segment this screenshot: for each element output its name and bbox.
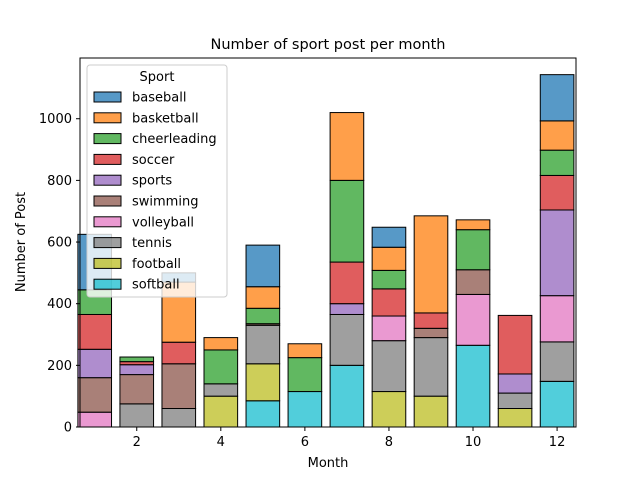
bar-tennis-month-9	[413, 337, 449, 397]
legend-label-sports: sports	[132, 174, 172, 189]
bar-cheerleading-month-12	[539, 149, 575, 176]
bar-tennis-month-4	[203, 383, 239, 397]
bar-sports-month-1	[77, 348, 113, 379]
legend-swatch-tennis	[93, 237, 122, 249]
bar-softball-month-7	[329, 364, 365, 428]
y-tick-label: 600	[47, 236, 72, 251]
bar-sports-month-12	[539, 209, 575, 297]
bar-cheerleading-month-2	[119, 356, 155, 363]
bar-basketball-month-12	[539, 120, 575, 151]
bar-tennis-month-3	[161, 408, 197, 428]
bar-volleyball-month-12	[539, 295, 575, 343]
legend-swatch-basketball	[93, 112, 122, 124]
bar-tennis-month-2	[119, 403, 155, 428]
bar-tennis-month-11	[497, 392, 533, 410]
y-tick-label: 200	[47, 359, 72, 374]
y-axis-label: Number of Post	[14, 192, 29, 292]
x-tick-label: 10	[465, 435, 482, 450]
bar-basketball-month-5	[245, 286, 281, 309]
legend-label-cheerleading: cheerleading	[132, 132, 217, 147]
legend-label-volleyball: volleyball	[132, 215, 194, 230]
bar-cheerleading-month-6	[287, 357, 323, 393]
bar-basketball-month-10	[455, 219, 491, 231]
bar-tennis-month-5	[245, 324, 281, 365]
legend-swatch-swimming	[93, 195, 122, 207]
bar-swimming-month-1	[77, 377, 113, 413]
bar-swimming-month-10	[455, 269, 491, 295]
bar-sports-month-2	[119, 364, 155, 376]
bar-soccer-month-3	[161, 341, 197, 365]
legend-title: Sport	[140, 70, 175, 85]
x-tick-label: 6	[301, 435, 309, 450]
bar-soccer-month-11	[497, 314, 533, 375]
bar-cheerleading-month-5	[245, 307, 281, 325]
bar-soccer-month-7	[329, 261, 365, 305]
bar-basketball-month-7	[329, 112, 365, 181]
legend-box	[86, 64, 228, 298]
legend-label-soccer: soccer	[132, 153, 175, 168]
y-tick-label: 1000	[39, 112, 72, 127]
bar-swimming-month-9	[413, 327, 449, 339]
legend-label-basketball: basketball	[132, 111, 199, 126]
legend-swatch-baseball	[93, 91, 122, 103]
x-axis-label: Month	[308, 456, 349, 471]
legend-swatch-soccer	[93, 153, 122, 165]
bar-volleyball-month-8	[371, 315, 407, 342]
bar-soccer-month-9	[413, 312, 449, 329]
y-tick-label: 800	[47, 174, 72, 189]
bar-cheerleading-month-7	[329, 179, 365, 263]
bar-swimming-month-2	[119, 374, 155, 405]
bar-tennis-month-12	[539, 341, 575, 382]
bar-sports-month-7	[329, 303, 365, 315]
bar-softball-month-10	[455, 344, 491, 428]
legend-swatch-football	[93, 257, 122, 269]
legend-label-softball: softball	[132, 278, 180, 293]
x-tick-label: 12	[549, 435, 566, 450]
legend-label-tennis: tennis	[132, 236, 172, 251]
bar-softball-month-12	[539, 380, 575, 428]
bar-basketball-month-9	[413, 215, 449, 314]
bar-cheerleading-month-4	[203, 349, 239, 385]
chart-title: Number of sport post per month	[210, 37, 445, 53]
bar-cheerleading-month-10	[455, 229, 491, 271]
bar-volleyball-month-1	[77, 411, 113, 428]
bar-tennis-month-7	[329, 313, 365, 366]
legend-swatch-cheerleading	[93, 133, 122, 145]
legend-swatch-volleyball	[93, 216, 122, 228]
bar-basketball-month-4	[203, 337, 239, 351]
bar-baseball-month-12	[539, 74, 575, 122]
bar-volleyball-month-10	[455, 293, 491, 346]
y-tick-label: 0	[64, 421, 72, 436]
bar-softball-month-5	[245, 400, 281, 428]
bar-football-month-11	[497, 408, 533, 428]
legend-label-swimming: swimming	[132, 195, 198, 210]
bar-sports-month-11	[497, 373, 533, 394]
x-tick-label: 8	[385, 435, 393, 450]
bar-football-month-5	[245, 363, 281, 402]
bar-tennis-month-8	[371, 340, 407, 393]
bar-football-month-8	[371, 391, 407, 428]
legend: Sport baseball basketball cheerleading socce…	[86, 64, 228, 298]
bar-soccer-month-8	[371, 288, 407, 317]
y-tick-label: 400	[47, 297, 72, 312]
x-tick-label: 2	[133, 435, 141, 450]
legend-label-baseball: baseball	[132, 91, 186, 106]
bar-football-month-9	[413, 395, 449, 428]
bar-soccer-month-12	[539, 174, 575, 211]
legend-swatch-softball	[93, 278, 122, 290]
bar-basketball-month-8	[371, 246, 407, 271]
bar-cheerleading-month-8	[371, 269, 407, 290]
bar-soccer-month-1	[77, 313, 113, 350]
bar-swimming-month-3	[161, 363, 197, 410]
legend-label-football: football	[132, 257, 181, 272]
bar-football-month-4	[203, 395, 239, 428]
bar-baseball-month-8	[371, 226, 407, 248]
axes: 2 4 6 8 10 12 0 200 400 600 800 1000	[39, 57, 577, 450]
bar-softball-month-6	[287, 391, 323, 428]
bar-basketball-month-6	[287, 343, 323, 359]
bar-baseball-month-5	[245, 244, 281, 288]
legend-swatch-sports	[93, 174, 122, 186]
x-tick-label: 4	[217, 435, 225, 450]
